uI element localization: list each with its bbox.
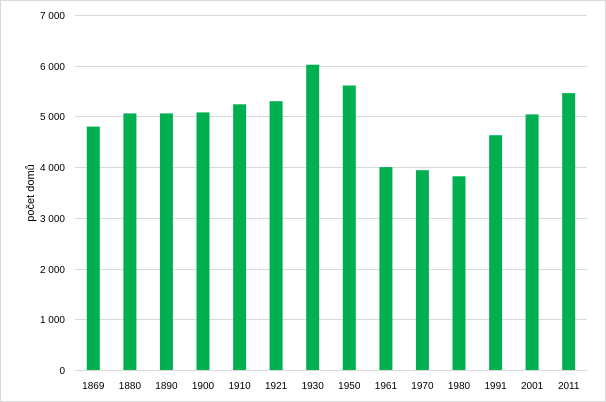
bar-1900	[196, 112, 210, 371]
bar-1970	[415, 170, 429, 370]
bar-1890	[159, 113, 173, 371]
x-tick-label: 1890	[155, 381, 178, 392]
x-tick-label: 1961	[375, 381, 398, 392]
y-tick-label: 3 000	[40, 214, 65, 225]
bar-2001	[525, 114, 539, 371]
y-tick-label: 5 000	[40, 112, 65, 123]
gridlines	[75, 15, 587, 371]
y-tick-label: 0	[59, 366, 65, 377]
y-tick-label: 7 000	[40, 11, 65, 22]
x-tick-label: 1869	[82, 381, 105, 392]
y-axis-title: počet domů	[25, 164, 37, 221]
x-axis-tick-labels: 1869 1880 1890 1900 1910 1921 1930 1950 1961 1970…	[82, 381, 580, 392]
x-tick-label: 2001	[521, 381, 544, 392]
x-tick-label: 1930	[302, 381, 325, 392]
x-tick-label: 1970	[411, 381, 434, 392]
x-tick-label: 2011	[558, 381, 580, 392]
y-tick-label: 4 000	[40, 163, 65, 174]
y-tick-label: 1 000	[40, 315, 65, 326]
x-tick-label: 1921	[265, 381, 288, 392]
bar-1950	[342, 85, 356, 370]
x-tick-label: 1980	[448, 381, 471, 392]
y-axis-tick-labels: 0 1 000 2 000 3 000 4 000 5 000 6 000 7 000	[40, 11, 65, 377]
bar-1930	[306, 64, 320, 370]
bar-1869	[86, 126, 100, 370]
bar-1921	[269, 101, 283, 370]
x-tick-label: 1991	[484, 381, 507, 392]
y-tick-label: 6 000	[40, 62, 65, 73]
bar-2011	[562, 93, 576, 370]
y-tick-label: 2 000	[40, 265, 65, 276]
bar-1991	[489, 135, 503, 370]
x-tick-label: 1880	[119, 381, 142, 392]
x-tick-label: 1910	[228, 381, 251, 392]
x-tick-label: 1950	[338, 381, 361, 392]
bar-1961	[379, 167, 393, 370]
bar-1880	[123, 113, 137, 371]
x-tick-label: 1900	[192, 381, 215, 392]
bar-series	[86, 64, 576, 371]
bar-1980	[452, 176, 466, 370]
bar-1910	[233, 104, 247, 371]
